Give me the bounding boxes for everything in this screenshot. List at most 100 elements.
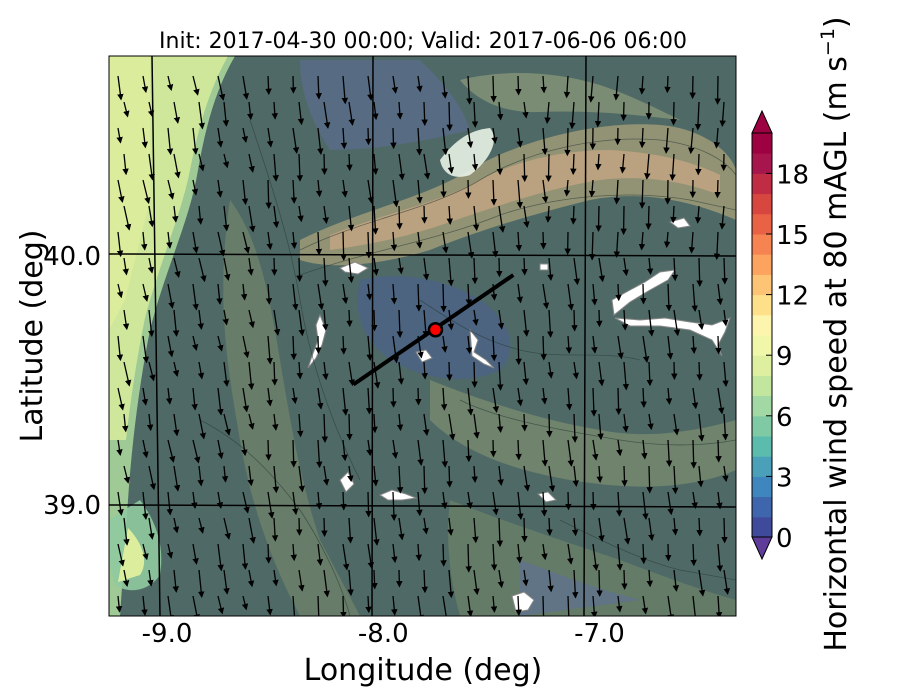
wind-arrow xyxy=(297,205,304,223)
wind-arrow xyxy=(664,75,671,94)
wind-arrow xyxy=(696,361,703,381)
wind-arrow xyxy=(266,231,273,251)
wind-arrow xyxy=(341,179,348,198)
wind-arrow xyxy=(473,569,480,596)
wind-arrow xyxy=(265,543,272,564)
wind-arrow xyxy=(340,127,348,150)
wind-arrow xyxy=(694,101,702,131)
wind-arrow xyxy=(644,153,651,180)
wind-arrow xyxy=(665,387,673,405)
wind-arrow xyxy=(646,465,653,494)
wind-arrow xyxy=(467,387,474,416)
wind-arrow xyxy=(341,75,349,105)
wind-arrow xyxy=(142,335,150,364)
wind-arrow xyxy=(640,543,647,565)
wind-arrow xyxy=(166,127,174,156)
wind-arrow xyxy=(372,465,379,487)
wind-arrow xyxy=(365,127,372,146)
wind-arrow xyxy=(342,387,349,416)
wind-arrow xyxy=(121,413,129,433)
wind-arrow xyxy=(142,439,149,459)
wind-arrow xyxy=(515,335,522,366)
wind-arrow xyxy=(115,595,123,613)
colorbar-segment xyxy=(752,314,772,336)
wind-arrow xyxy=(421,361,428,380)
wind-arrow xyxy=(346,517,354,544)
wind-arrow xyxy=(242,387,250,413)
wind-arrow xyxy=(446,465,453,488)
wind-arrow xyxy=(546,517,553,536)
wind-arrow xyxy=(648,309,655,337)
wind-arrow xyxy=(173,465,181,492)
wind-arrow xyxy=(271,257,278,276)
wind-arrow xyxy=(347,257,355,284)
wind-arrow xyxy=(217,543,224,572)
wind-arrow xyxy=(623,517,631,545)
wind-arrow xyxy=(166,75,174,92)
wind-arrow xyxy=(591,283,598,306)
wind-arrow xyxy=(116,283,124,299)
wind-arrow xyxy=(148,517,155,540)
wind-arrow xyxy=(172,569,179,593)
wind-arrow xyxy=(192,231,199,254)
wind-arrow xyxy=(396,309,404,338)
colorbar-segment xyxy=(752,415,772,437)
wind-arrow xyxy=(123,361,132,387)
wind-arrow xyxy=(142,179,151,205)
wind-arrow xyxy=(241,439,248,457)
wind-arrow xyxy=(272,205,280,229)
wind-arrow xyxy=(466,75,473,105)
wind-arrow xyxy=(223,413,231,436)
plot-title: Init: 2017-04-30 00:00; Valid: 2017-06-0… xyxy=(159,29,687,54)
wind-arrow xyxy=(396,413,404,432)
wind-arrow xyxy=(372,205,379,235)
colorbar-segment xyxy=(752,516,772,538)
wind-arrow xyxy=(272,569,279,587)
wind-arrow xyxy=(647,413,654,431)
wind-arrow xyxy=(471,257,479,285)
wind-arrow xyxy=(192,75,200,96)
wind-arrow xyxy=(166,543,174,559)
wind-arrow xyxy=(416,231,423,249)
wind-arrow xyxy=(471,101,479,128)
wind-arrow xyxy=(541,439,548,467)
wind-arrow xyxy=(141,127,148,149)
wind-arrow xyxy=(191,387,198,411)
colorbar-segment xyxy=(752,193,772,215)
colorbar-tick-labels: 0 3 6 9 12 15 18 xyxy=(766,160,809,554)
wind-arrow xyxy=(322,361,329,381)
wind-arrow xyxy=(217,387,224,416)
wind-arrow xyxy=(621,465,628,487)
wind-arrow xyxy=(570,153,577,176)
wind-arrow xyxy=(173,101,181,124)
wind-arrow xyxy=(490,543,498,571)
wind-arrow xyxy=(396,205,403,230)
wind-arrow xyxy=(167,439,176,463)
wind-arrow xyxy=(490,595,498,613)
wind-arrow xyxy=(490,179,498,206)
wind-arrow xyxy=(663,127,670,154)
wind-arrow xyxy=(721,257,728,285)
wind-arrow xyxy=(196,205,204,225)
wind-arrow xyxy=(123,465,131,484)
wind-arrow xyxy=(241,595,249,611)
wind-arrow xyxy=(346,413,353,441)
wind-arrow xyxy=(547,361,554,379)
wind-arrow xyxy=(367,75,374,101)
wind-arrow xyxy=(316,543,324,566)
wind-arrow xyxy=(423,153,431,180)
wind-arrow xyxy=(142,283,149,302)
wind-arrow xyxy=(421,101,428,127)
wind-arrow xyxy=(265,179,272,210)
wind-arrow xyxy=(321,517,328,538)
wind-arrow xyxy=(222,153,230,169)
wind-arrow xyxy=(592,543,599,571)
wind-arrow xyxy=(567,439,574,467)
wind-arrow xyxy=(588,179,596,198)
wind-speed-field xyxy=(109,56,736,616)
wind-arrow xyxy=(572,465,579,487)
wind-arrow xyxy=(546,413,553,438)
wind-arrow xyxy=(123,205,132,231)
wind-arrow xyxy=(490,335,498,362)
wind-arrow xyxy=(471,361,478,388)
